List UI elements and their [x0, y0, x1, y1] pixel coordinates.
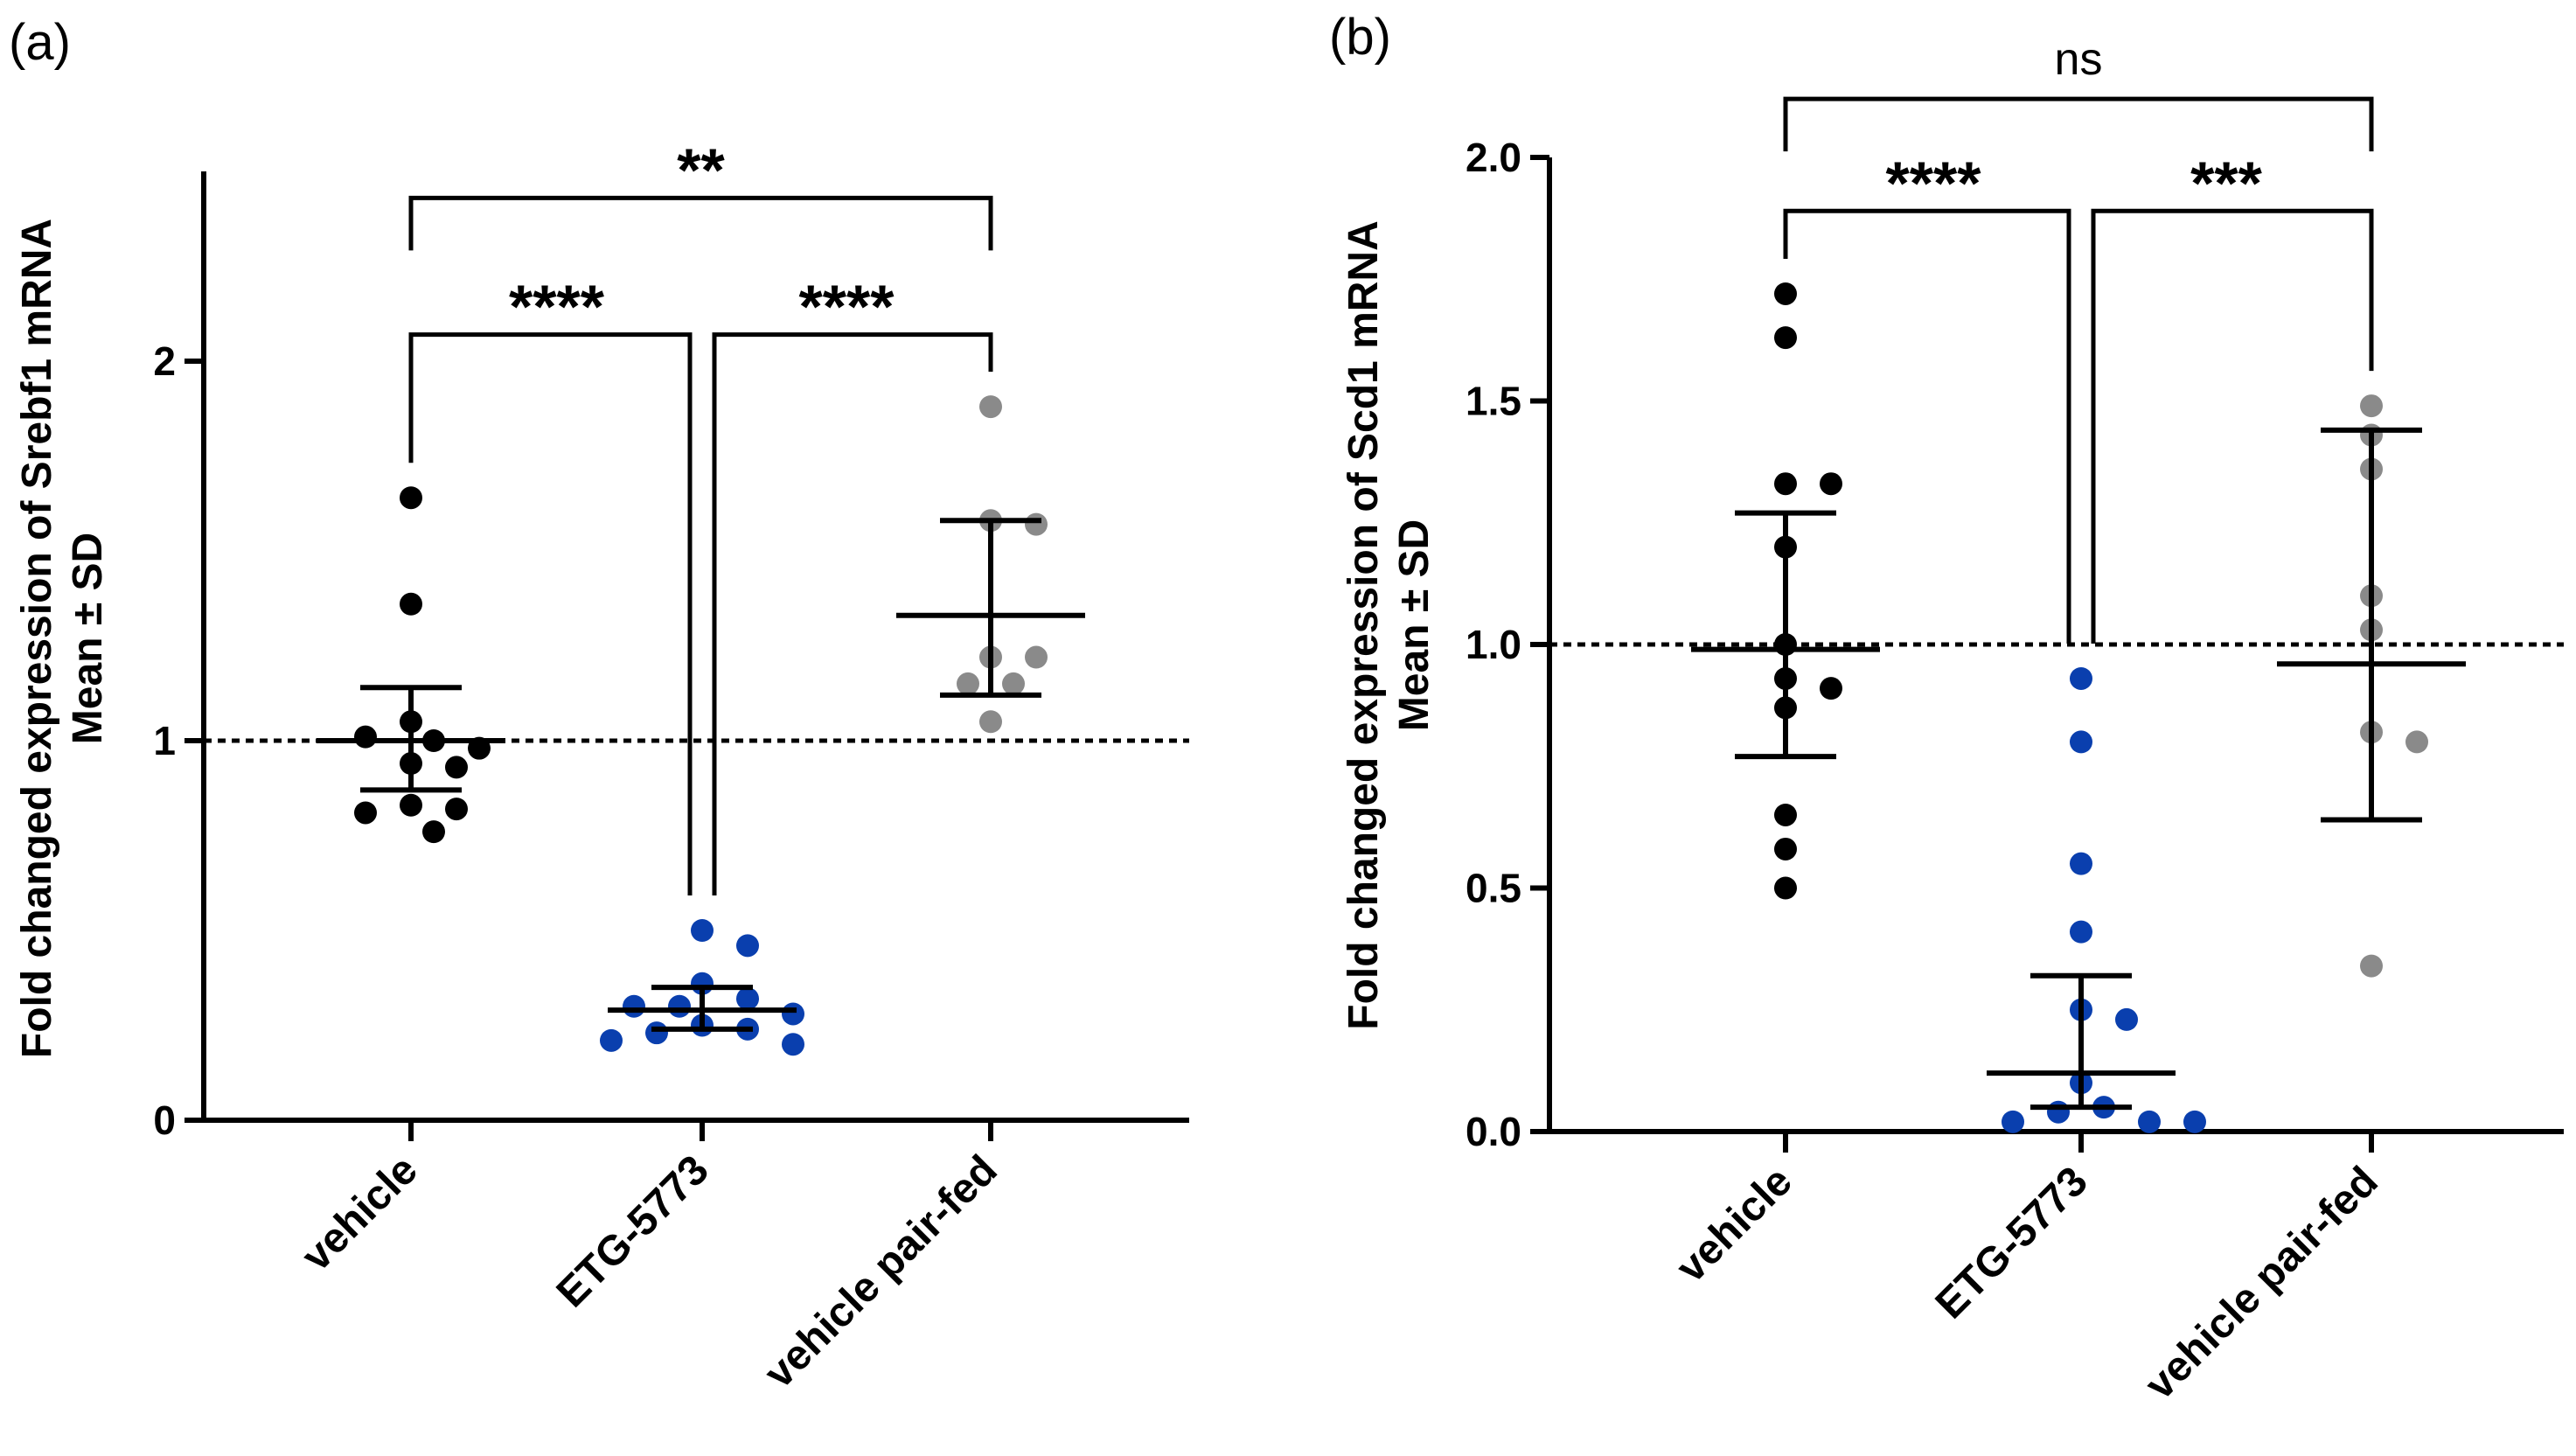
- panel-b-point-etg-5773: [2138, 1110, 2161, 1133]
- panel-a-significance-label: **: [677, 136, 725, 204]
- panel-a-bracket: [408, 332, 693, 895]
- panel-b-y-tick-label: 0.5: [1466, 866, 1521, 911]
- panel-b-plot: 0.0 0.5 1.0 1.5 2.0 vehicle ETG-5773 vehicle pa…: [1466, 34, 2564, 1409]
- panel-b-point-etg-5773: [2183, 1110, 2206, 1133]
- panel-b-point-vehicle-pair-fed: [2360, 954, 2383, 978]
- panel-b-y-tick-label: 2.0: [1466, 135, 1521, 180]
- panel-a-point-vehicle: [445, 756, 468, 779]
- panel-b: (b) Fold changed expression of Scd1 mRNA…: [1329, 9, 2564, 1409]
- panel-a: (a) Fold changed expression of Srebf1 mR…: [9, 14, 1189, 1397]
- panel-a-point-etg-5773: [691, 919, 714, 942]
- panel-a-significance-label: ****: [799, 273, 895, 341]
- panel-a-point-etg-5773: [736, 934, 759, 958]
- panel-a-point-vehicle: [354, 801, 377, 825]
- panel-b-bracket: [1783, 96, 2374, 152]
- panel-a-y-tick-label: 0: [153, 1097, 176, 1143]
- panel-b-point-vehicle: [1774, 837, 1797, 860]
- panel-b-bracket: [1783, 208, 2071, 644]
- panel-b-category-label: vehicle: [1667, 1158, 1801, 1292]
- panel-b-point-vehicle: [1774, 803, 1797, 826]
- panel-a-label: (a): [9, 14, 71, 71]
- panel-a-category-label: ETG-5773: [548, 1146, 718, 1316]
- panel-a-point-vehicle-pair-fed: [1025, 512, 1048, 536]
- panel-b-y-tick-label: 1.5: [1466, 379, 1521, 424]
- panel-b-point-etg-5773: [2047, 1100, 2070, 1124]
- panel-b-point-vehicle: [1774, 876, 1797, 900]
- panel-b-point-vehicle: [1774, 472, 1797, 496]
- panel-a-bracket: [712, 332, 993, 895]
- panel-a-point-etg-5773: [600, 1028, 623, 1052]
- panel-a-category-label: vehicle pair-fed: [755, 1146, 1006, 1397]
- panel-b-category-label: vehicle pair-fed: [2136, 1158, 2386, 1408]
- panel-b-point-etg-5773: [2070, 730, 2092, 754]
- panel-b-point-etg-5773: [2070, 666, 2092, 690]
- panel-a-point-etg-5773: [782, 1033, 804, 1056]
- panel-a-point-etg-5773: [645, 1021, 668, 1045]
- panel-b-significance-label: ****: [1886, 149, 1982, 217]
- panel-a-point-vehicle-pair-fed: [979, 710, 1002, 734]
- panel-a-point-vehicle: [445, 798, 468, 821]
- panel-a-point-vehicle-pair-fed: [957, 672, 979, 695]
- panel-a-bracket: [408, 195, 993, 251]
- panel-a-point-etg-5773: [736, 987, 759, 1011]
- panel-b-point-vehicle: [1820, 472, 1842, 496]
- panel-b-point-vehicle-pair-fed: [2360, 394, 2383, 418]
- panel-b-point-etg-5773: [2002, 1110, 2024, 1133]
- panel-a-point-vehicle-pair-fed: [1002, 672, 1025, 695]
- panel-a-point-vehicle: [400, 592, 422, 616]
- panel-b-point-etg-5773: [2070, 852, 2092, 875]
- panel-b-point-etg-5773: [2115, 1007, 2138, 1031]
- panel-b-point-vehicle: [1820, 677, 1842, 700]
- panel-b-category-label: ETG-5773: [1927, 1158, 2097, 1327]
- panel-a-ylabel-line1: Fold changed expression of Srebf1 mRNA: [14, 219, 60, 1058]
- panel-a-point-etg-5773: [782, 1002, 804, 1026]
- panel-b-significance-label: ns: [2055, 34, 2103, 85]
- panel-a-point-vehicle: [400, 793, 422, 817]
- panel-b-point-etg-5773: [2070, 920, 2092, 944]
- panel-a-significance-label: ****: [509, 273, 605, 341]
- panel-b-point-vehicle-pair-fed: [2405, 730, 2428, 754]
- panel-a-ylabel: Fold changed expression of Srebf1 mRNA M…: [14, 219, 111, 1058]
- panel-b-y-tick-label: 0.0: [1466, 1109, 1521, 1154]
- panel-b-significance-label: ***: [2190, 149, 2262, 217]
- panel-b-point-vehicle: [1774, 326, 1797, 350]
- panel-a-point-etg-5773: [623, 994, 645, 1018]
- panel-a-point-etg-5773: [668, 994, 691, 1018]
- panel-a-point-vehicle: [422, 820, 445, 844]
- panel-b-y-tick-label: 1.0: [1466, 622, 1521, 667]
- panel-b-bracket: [2091, 208, 2374, 644]
- panel-a-y-tick-label: 2: [153, 338, 176, 384]
- panel-b-point-vehicle: [1774, 282, 1797, 305]
- panel-a-point-vehicle: [354, 725, 377, 749]
- panel-b-ylabel-line1: Fold changed expression of Scd1 mRNA: [1340, 220, 1387, 1030]
- panel-a-ylabel-line2: Mean ± SD: [65, 533, 111, 744]
- panel-b-label: (b): [1329, 9, 1391, 66]
- panel-a-category-label: vehicle: [293, 1146, 427, 1280]
- panel-a-point-vehicle-pair-fed: [1025, 645, 1048, 669]
- panel-a-point-vehicle-pair-fed: [979, 395, 1002, 419]
- panel-a-point-vehicle: [400, 486, 422, 510]
- panel-a-y-tick-label: 1: [153, 718, 176, 763]
- panel-b-ylabel: Fold changed expression of Scd1 mRNA Mea…: [1340, 220, 1438, 1030]
- panel-b-ylabel-line2: Mean ± SD: [1391, 519, 1438, 731]
